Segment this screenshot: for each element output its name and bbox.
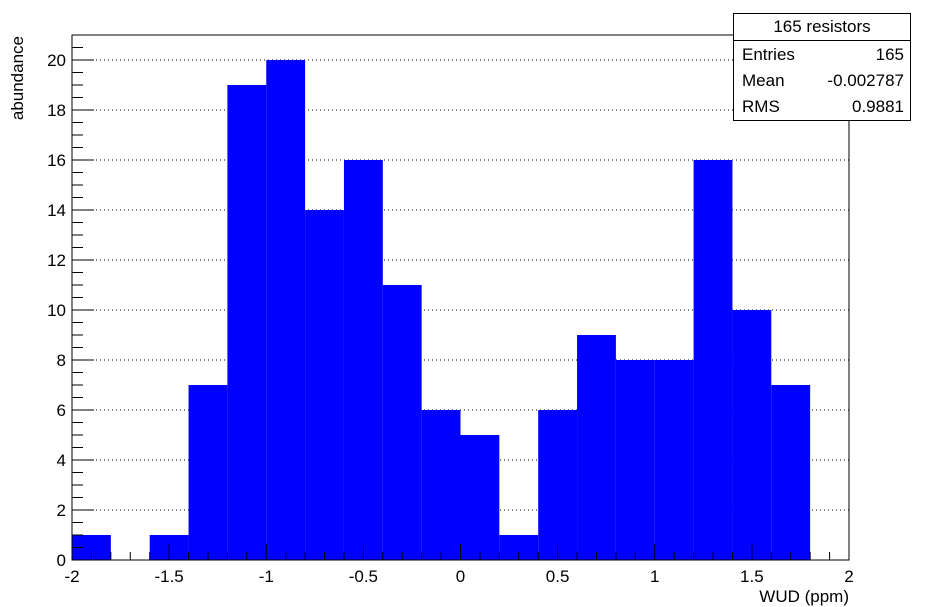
y-tick-label: 12: [47, 251, 66, 270]
x-tick-label: -0.5: [349, 567, 378, 586]
histogram-bar: [460, 435, 500, 560]
y-tick-label: 4: [57, 451, 66, 470]
y-axis-title: abundance: [8, 36, 27, 120]
histogram-bar: [421, 410, 461, 560]
stats-label: Entries: [742, 45, 795, 64]
histogram-bar: [305, 210, 344, 560]
histogram-bar: [771, 385, 811, 560]
stats-value: -0.002787: [827, 71, 904, 90]
histogram-bar: [577, 335, 616, 560]
stats-row-rms: RMS 0.9881: [734, 93, 910, 119]
histogram-bar: [188, 385, 228, 560]
stats-value: 0.9881: [852, 97, 904, 116]
axis-ticks: [71, 34, 850, 561]
y-tick-label: 16: [47, 151, 66, 170]
y-tick-label: 2: [57, 501, 66, 520]
y-tick-label: 0: [57, 551, 66, 570]
stats-label: Mean: [742, 71, 785, 90]
x-tick-label: 2: [844, 567, 853, 586]
x-axis-title: WUD (ppm): [759, 587, 849, 606]
histogram-bar: [693, 160, 733, 560]
x-tick-label: -1.5: [154, 567, 183, 586]
stats-row-mean: Mean -0.002787: [734, 67, 910, 93]
x-tick-label: 1: [650, 567, 659, 586]
histogram-bar: [266, 60, 306, 560]
x-tick-label: 0: [456, 567, 465, 586]
stats-label: RMS: [742, 97, 780, 116]
histogram-bar: [343, 160, 383, 560]
x-tick-label: -1: [259, 567, 274, 586]
histogram-bar: [654, 360, 694, 560]
y-tick-label: 14: [47, 201, 66, 220]
histogram-bar: [615, 360, 655, 560]
y-tick-label: 10: [47, 301, 66, 320]
x-tick-label: 1.5: [740, 567, 764, 586]
x-tick-label: -2: [64, 567, 79, 586]
histogram-bar: [382, 285, 422, 560]
stats-box-title: 165 resistors: [734, 14, 910, 41]
y-tick-label: 18: [47, 101, 66, 120]
stats-box: 165 resistors Entries 165 Mean -0.002787…: [733, 13, 911, 121]
y-tick-label: 6: [57, 401, 66, 420]
y-tick-label: 20: [47, 51, 66, 70]
histogram-bar: [538, 410, 578, 560]
x-tick-label: 0.5: [546, 567, 570, 586]
histogram-bar: [732, 310, 772, 560]
histogram-bar: [227, 85, 267, 560]
histogram-bars: [72, 60, 811, 560]
stats-value: 165: [875, 45, 904, 64]
stats-row-entries: Entries 165: [734, 41, 910, 67]
y-tick-label: 8: [57, 351, 66, 370]
